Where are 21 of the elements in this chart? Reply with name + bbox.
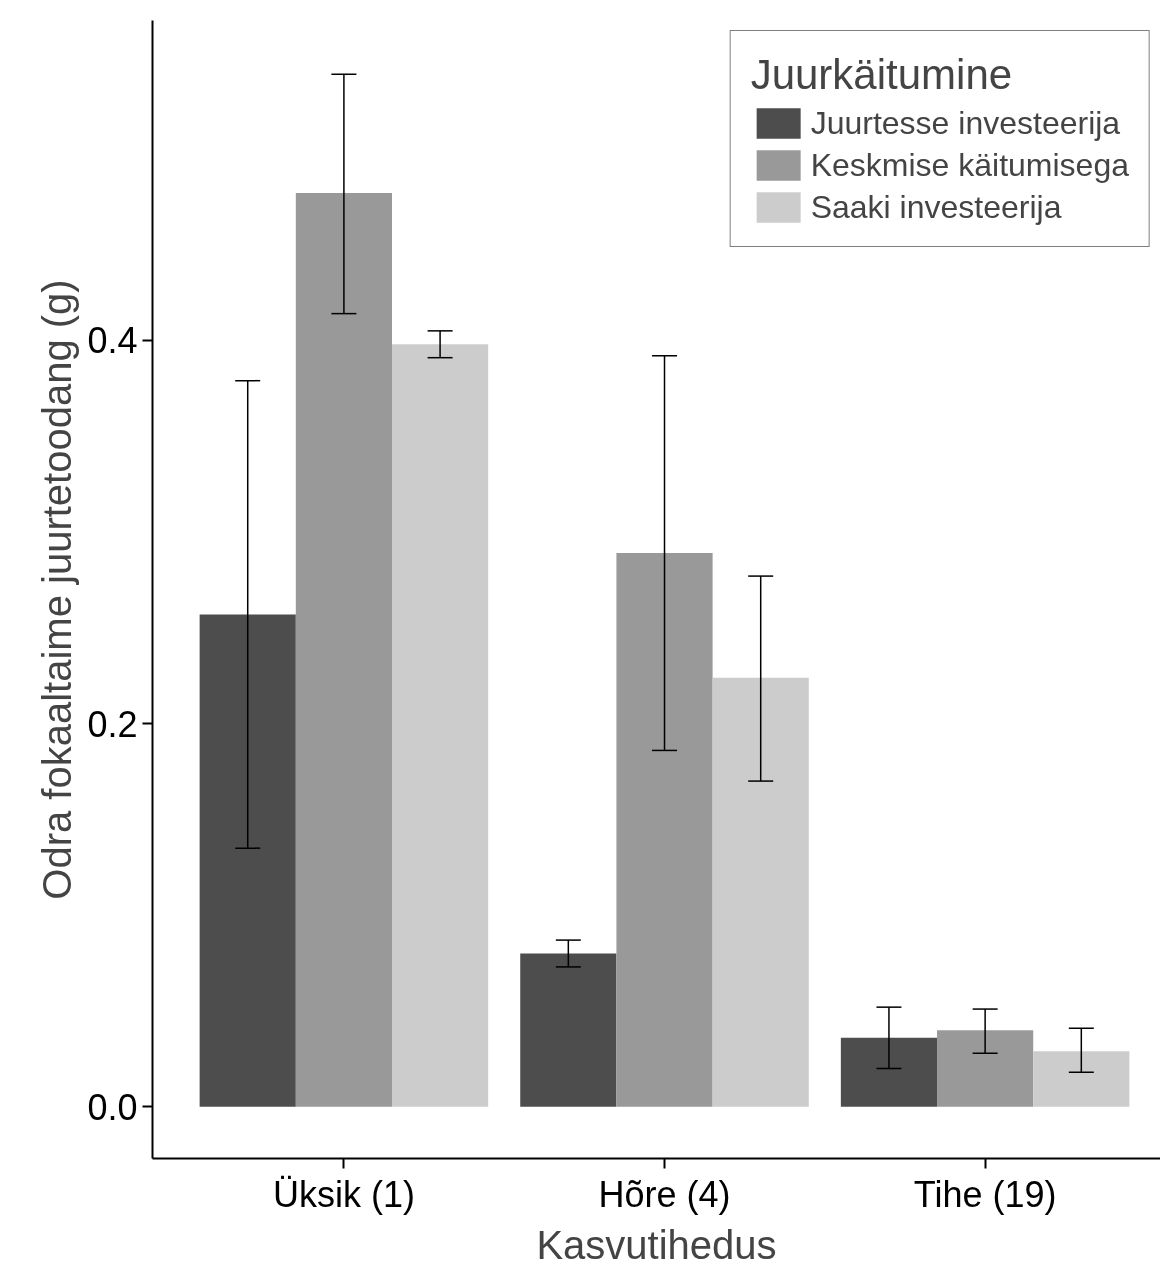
x-axis-title: Kasvutihedus: [536, 1222, 777, 1267]
legend-label: Keskmise käitumisega: [810, 146, 1129, 184]
legend-title: Juurkäitumine: [750, 51, 1014, 99]
bar: [616, 553, 713, 1107]
y-tick-label: 0.4: [87, 320, 138, 362]
x-tick-label: Tihe (19): [913, 1173, 1057, 1215]
bar: [199, 614, 296, 1107]
bar: [295, 192, 392, 1107]
x-tick-label: Hõre (4): [598, 1173, 731, 1215]
y-tick-label: 0.0: [87, 1086, 138, 1128]
bar: [392, 344, 489, 1107]
y-tick-label: 0.2: [87, 703, 138, 745]
legend-label: Saaki investeerija: [810, 188, 1062, 226]
bar: [520, 953, 617, 1107]
y-axis-title: Odra fokaaltaime juurtetoodang (g): [35, 279, 80, 900]
bar: [840, 1037, 938, 1107]
bar: [712, 677, 809, 1107]
bar: [1033, 1051, 1130, 1107]
bar: [937, 1030, 1034, 1107]
legend-label: Juurtesse investeerija: [810, 104, 1121, 142]
x-tick-label: Üksik (1): [272, 1173, 415, 1215]
